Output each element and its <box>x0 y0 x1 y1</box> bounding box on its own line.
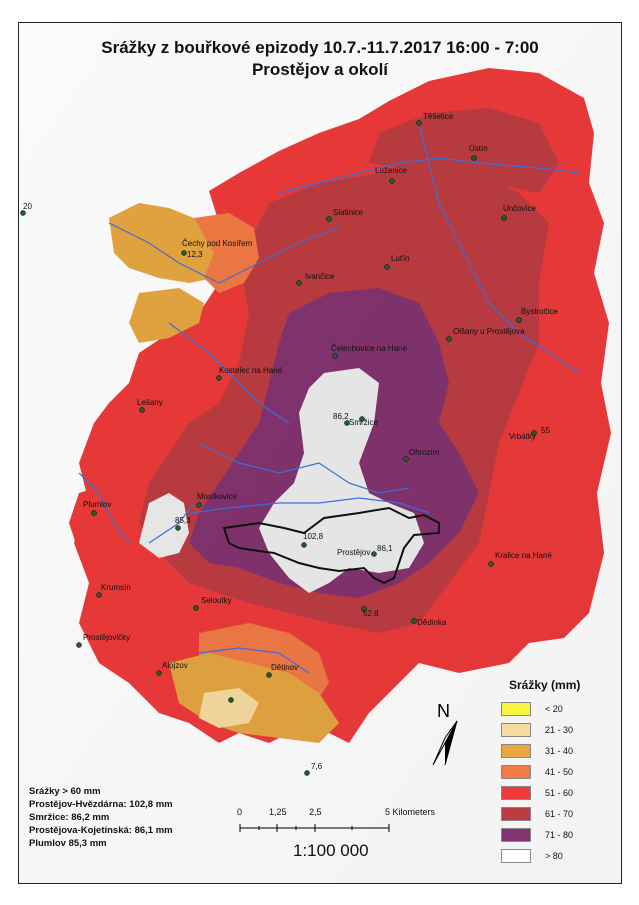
scale-label: 2,5 <box>309 807 322 817</box>
place-celechovice: Čelechovice na Hané <box>331 344 408 353</box>
legend-item: > 80 <box>501 847 617 865</box>
station-dots <box>20 120 537 776</box>
place-cechy: Čechy pod Kosířem <box>182 239 253 248</box>
stats-box: Srážky > 60 mm Prostějov-Hvězdárna: 102,… <box>29 785 173 850</box>
place-kostelec: Kostelec na Hané <box>219 366 283 375</box>
legend-swatch <box>501 807 531 821</box>
map-title: Srážky z bouřkové epizody 10.7.-11.7.201… <box>19 37 621 81</box>
place-otinoves: Dětinov <box>271 663 298 672</box>
place-tesetice: Těšetice <box>423 112 454 121</box>
place-dedinka: Dědinka <box>417 618 447 627</box>
place-alojzov: Alojzov <box>162 661 188 670</box>
legend-item: < 20 <box>501 700 617 718</box>
legend-item: 41 - 50 <box>501 763 617 781</box>
place-krumsin: Krumsín <box>101 583 131 592</box>
legend-item: 61 - 70 <box>501 805 617 823</box>
north-arrow-icon <box>432 720 458 766</box>
gauge-value: 7,6 <box>311 762 323 771</box>
gauge-value: 20 <box>23 202 32 211</box>
place-mostkovice: Mostkovice <box>197 492 238 501</box>
legend-label: 41 - 50 <box>545 767 574 777</box>
stats-line: Prostějov-Hvězdárna: 102,8 mm <box>29 799 173 810</box>
stats-line: Srážky > 60 mm <box>29 786 101 797</box>
legend-label: 51 - 60 <box>545 788 574 798</box>
place-plumlov: Plumlov <box>83 500 111 509</box>
place-olsany: Olšany u Prostějova <box>453 327 525 336</box>
place-unesov: Unčovice <box>503 204 536 213</box>
legend-swatch <box>501 765 531 779</box>
legend-label: > 80 <box>545 851 563 861</box>
legend-swatch <box>501 786 531 800</box>
gauge-value: 86,2 <box>333 412 349 421</box>
place-prostejov: Prostějov <box>337 548 370 557</box>
legend-swatch <box>501 702 531 716</box>
place-smrzice: Smržice <box>349 418 378 427</box>
place-ivanovice: Ivančice <box>305 272 335 281</box>
map-title-line2: Prostějov a okolí <box>251 60 389 79</box>
legend-item: 71 - 80 <box>501 826 617 844</box>
gauge-value: 55 <box>541 426 550 435</box>
place-vrbatky: Vrbátky <box>509 432 536 441</box>
legend-swatch <box>501 744 531 758</box>
gauge-value: 85,3 <box>175 516 191 525</box>
place-lutin: Luťín <box>391 254 410 263</box>
stats-line: Prostějova-Kojetínská: 86,1 mm <box>29 825 173 836</box>
north-label: N <box>437 701 450 721</box>
rivers <box>78 122 580 674</box>
prostejov-outline <box>222 506 440 585</box>
legend-title: Srážky (mm) <box>509 678 581 692</box>
legend-item: 21 - 30 <box>501 721 617 739</box>
map-canvas: Těšetice Ústín Luženice Unčovice Slatini… <box>19 23 621 883</box>
place-stichovice: Slatinice <box>333 208 364 217</box>
place-kralice: Kralice na Hané <box>495 551 552 560</box>
scale-ratio: 1:100 000 <box>293 841 369 860</box>
legend-swatch <box>501 723 531 737</box>
place-lesany: Lešany <box>137 398 163 407</box>
gauge-value: 52,8 <box>363 609 379 618</box>
map-frame: Těšetice Ústín Luženice Unčovice Slatini… <box>18 22 622 884</box>
legend-label: 71 - 80 <box>545 830 574 840</box>
legend-items: < 20 21 - 30 31 - 40 41 - 50 51 - 60 61 - 70 7… <box>501 700 617 865</box>
map-title-line1: Srážky z bouřkové epizody 10.7.-11.7.201… <box>101 38 539 57</box>
scale-label: 5 Kilometers <box>385 807 436 817</box>
place-prostejovicky: Prostějovičky <box>83 633 130 642</box>
legend-item: 31 - 40 <box>501 742 617 760</box>
scale-labels: 0 1,25 2,5 5 Kilometers <box>237 807 457 819</box>
place-luzenice: Luženice <box>375 166 408 175</box>
legend-label: 31 - 40 <box>545 746 574 756</box>
legend: Srážky (mm) < 20 21 - 30 31 - 40 41 - 50 51 … <box>501 678 617 868</box>
legend-item: 51 - 60 <box>501 784 617 802</box>
stats-line: Smržice: 86,2 mm <box>29 812 110 823</box>
place-ustin: Ústín <box>469 144 488 153</box>
legend-label: 21 - 30 <box>545 725 574 735</box>
legend-label: < 20 <box>545 704 563 714</box>
place-seloutky: Seloutky <box>201 596 232 605</box>
legend-label: 61 - 70 <box>545 809 574 819</box>
gauge-value: 102,8 <box>303 532 324 541</box>
scale-label: 1,25 <box>269 807 287 817</box>
place-bystrovany: Bystročice <box>521 307 558 316</box>
gauge-value: 12,3 <box>187 250 203 259</box>
stats-line: Plumlov 85,3 mm <box>29 838 107 849</box>
scale-label: 0 <box>237 807 243 817</box>
gauge-value: 86,1 <box>377 544 393 553</box>
legend-swatch <box>501 828 531 842</box>
scale-bar <box>239 824 390 832</box>
place-ohrozim: Ohrozim <box>409 448 440 457</box>
legend-swatch <box>501 849 531 863</box>
